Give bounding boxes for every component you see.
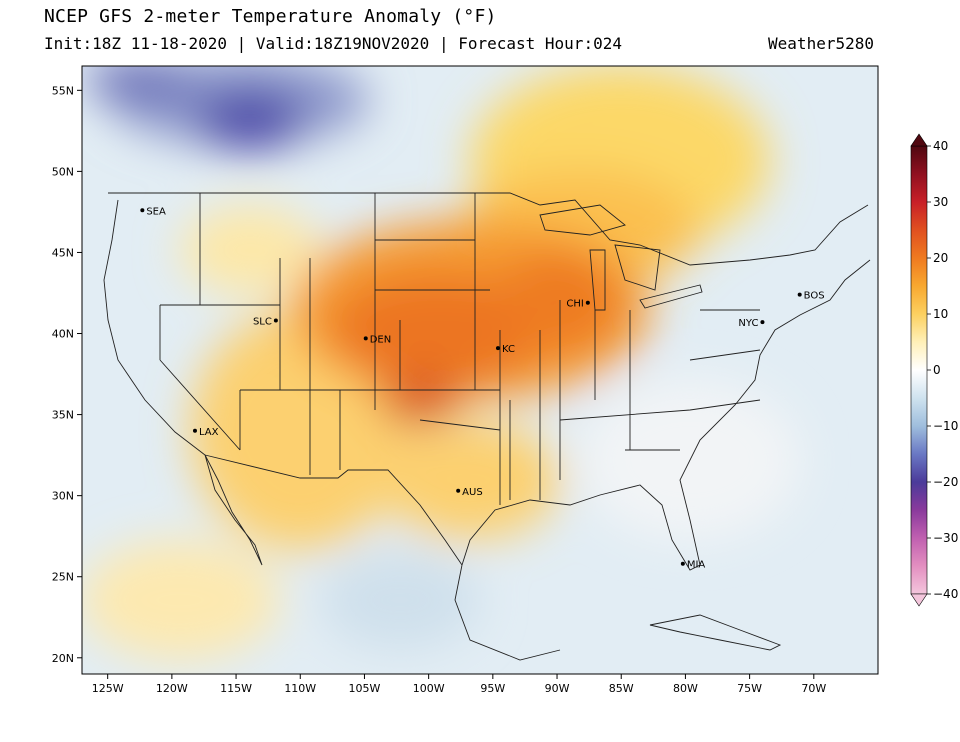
- lon-tick-label: 70W: [801, 682, 826, 695]
- colorbar-label: −10: [933, 419, 958, 433]
- city-label-lax: LAX: [199, 427, 219, 438]
- coastline-mexico-east: [454, 564, 561, 661]
- lat-tick-label: 45N: [52, 246, 74, 259]
- city-label-mia: MIA: [687, 560, 706, 571]
- city-dot-mia: [680, 561, 685, 566]
- boundaries: [103, 192, 871, 661]
- lat-tick-label: 40N: [52, 328, 74, 341]
- lat-tick-label: 25N: [52, 571, 74, 584]
- lon-tick-label: 120W: [156, 682, 188, 695]
- anomaly-field: [82, 66, 800, 660]
- anomaly-cold-core: [195, 90, 305, 150]
- lon-tick-label: 85W: [609, 682, 634, 695]
- city-dot-nyc: [760, 320, 765, 325]
- map-subtitle: Init:18Z 11-18-2020 | Valid:18Z19NOV2020…: [44, 34, 622, 53]
- colorbar: 40 30 20 10 0 −10 −20 −30 −40: [910, 133, 958, 607]
- anomaly-cold-core-2: [85, 66, 195, 102]
- anomaly-warm-pacific: [82, 540, 280, 660]
- anomaly-hot-panhandle: [380, 375, 460, 425]
- lon-tick-label: 125W: [92, 682, 124, 695]
- map-frame: [81, 65, 879, 675]
- latitude-axis: 55N 50N 45N 40N 35N 30N 25N 20N: [52, 84, 82, 665]
- lon-tick-label: 115W: [220, 682, 252, 695]
- city-label-chi: CHI: [566, 299, 583, 310]
- lon-tick-label: 110W: [284, 682, 316, 695]
- city-label-den: DEN: [370, 334, 392, 345]
- anomaly-warm-texas: [380, 420, 560, 540]
- city-label-aus: AUS: [462, 487, 483, 498]
- lat-tick-label: 30N: [52, 490, 74, 503]
- colorbar-scale: [910, 145, 928, 595]
- city-label-bos: BOS: [804, 291, 825, 302]
- lake-superior: [539, 204, 626, 236]
- city-dot-lax: [192, 428, 197, 433]
- lat-tick-label: 35N: [52, 409, 74, 422]
- state-lines: [159, 193, 761, 505]
- map-panel: [81, 65, 879, 675]
- city-label-nyc: NYC: [738, 318, 758, 329]
- colorbar-label: −30: [933, 531, 958, 545]
- lon-tick-label: 95W: [480, 682, 505, 695]
- colorbar-label: −20: [933, 475, 958, 489]
- longitude-axis: 125W 120W 115W 110W 105W 100W 95W 90W 85W 80W 75W 7…: [92, 674, 826, 695]
- lon-tick-label: 90W: [545, 682, 570, 695]
- anomaly-cool-mexico: [320, 550, 480, 650]
- border-us-canada: [108, 192, 869, 266]
- coastline-cuba: [649, 614, 782, 651]
- colorbar-label: 20: [933, 251, 948, 265]
- lake-erie: [639, 284, 703, 309]
- city-label-slc: SLC: [253, 317, 272, 328]
- lon-tick-label: 105W: [349, 682, 381, 695]
- border-us-mexico: [204, 454, 463, 566]
- city-dot-kc: [495, 346, 500, 351]
- city-dot-aus: [456, 488, 461, 493]
- colorbar-bottom-arrow: [910, 593, 928, 607]
- anomaly-hot-plains: [330, 275, 550, 385]
- colorbar-label: −40: [933, 587, 958, 601]
- city-dot-den: [363, 336, 368, 341]
- city-markers: SEA SLC DEN KC CHI BOS NYC LAX AUS MIA: [140, 206, 825, 571]
- coastline-west: [103, 199, 206, 456]
- coastline-baja: [204, 454, 263, 566]
- colorbar-label: 30: [933, 195, 948, 209]
- lon-tick-label: 80W: [673, 682, 698, 695]
- city-dot-sea: [140, 208, 145, 213]
- map-title: NCEP GFS 2-meter Temperature Anomaly (°F…: [44, 6, 497, 27]
- city-dot-chi: [585, 300, 590, 305]
- colorbar-label: 10: [933, 307, 948, 321]
- lake-huron: [614, 244, 661, 291]
- lat-tick-label: 50N: [52, 165, 74, 178]
- colorbar-top-arrow: [910, 133, 928, 147]
- lon-tick-label: 75W: [737, 682, 762, 695]
- brand-label: Weather5280: [768, 34, 874, 53]
- colorbar-labels: 40 30 20 10 0 −10 −20 −30 −40: [927, 139, 958, 601]
- lat-tick-label: 55N: [52, 84, 74, 97]
- lon-tick-label: 100W: [413, 682, 445, 695]
- coastline-east-gulf: [461, 259, 871, 571]
- anomaly-warm-northwest: [180, 205, 320, 295]
- lake-michigan: [589, 249, 606, 311]
- colorbar-label: 40: [933, 139, 948, 153]
- city-label-kc: KC: [502, 344, 515, 355]
- city-dot-slc: [273, 318, 278, 323]
- city-dot-bos: [797, 292, 802, 297]
- city-label-sea: SEA: [146, 206, 166, 217]
- lat-tick-label: 20N: [52, 652, 74, 665]
- colorbar-label: 0: [933, 363, 941, 377]
